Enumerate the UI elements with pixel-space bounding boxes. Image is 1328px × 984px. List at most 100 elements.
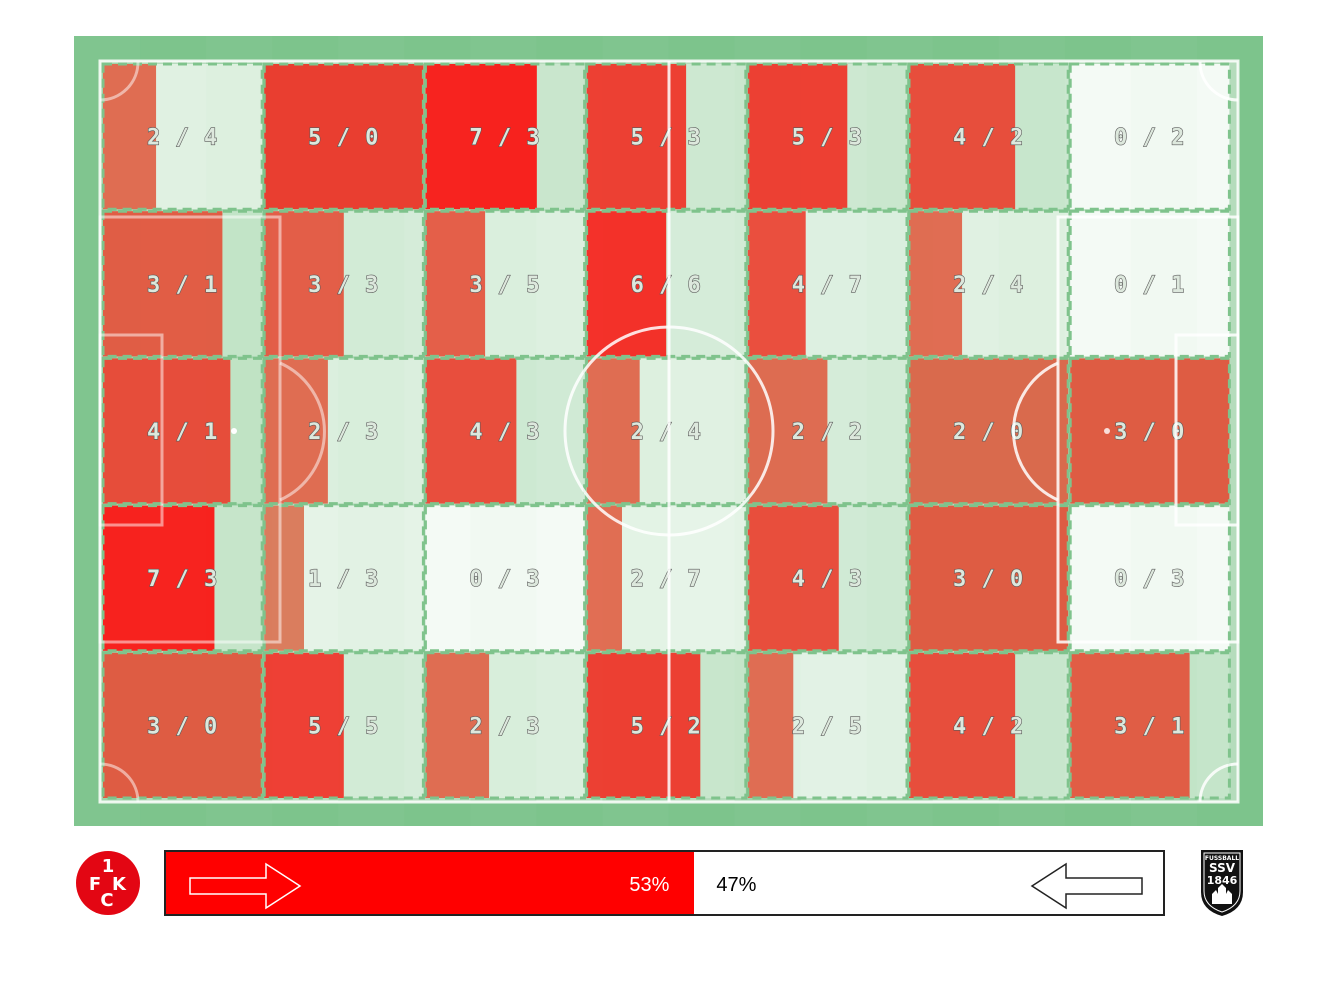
away-possession-label: 47%: [716, 874, 757, 896]
cell-border: [907, 504, 1070, 653]
corner-arc-top-left: [99, 61, 140, 102]
cell-label: 0 / 3: [469, 567, 540, 592]
cell-border: [262, 651, 425, 800]
cell-away-share: [1070, 211, 1230, 357]
cell-border: [101, 356, 264, 506]
cell-home-share: [909, 211, 963, 357]
svg-text:F: F: [89, 874, 101, 895]
cell-border: [101, 209, 264, 358]
cell-home-share: [425, 64, 537, 210]
cell-label: 2 / 4: [631, 420, 702, 445]
right-penalty-arc: [1012, 361, 1059, 502]
cell-label: 3 / 3: [308, 273, 379, 298]
right-penalty-spot: [1104, 428, 1110, 434]
cell-label: 4 / 1: [147, 420, 218, 445]
cell-home-share: [586, 652, 701, 798]
cell-label: 6 / 6: [631, 273, 702, 298]
cell-border: [746, 356, 909, 506]
cell-home-share: [1070, 358, 1230, 504]
cell-border: [1068, 651, 1231, 800]
away-direction-arrow-icon: [1030, 862, 1143, 910]
cell-home-share: [747, 652, 794, 798]
cell-border: [262, 356, 425, 506]
cell-home-share: [425, 358, 517, 504]
cell-label: 5 / 0: [308, 126, 379, 151]
cell-border: [746, 504, 909, 653]
cell-home-share: [586, 358, 640, 504]
cell-border: [423, 651, 587, 800]
left-penalty-arc: [279, 361, 326, 502]
cell-border: [423, 62, 587, 211]
cell-home-share: [586, 211, 667, 357]
cell-border: [101, 62, 264, 211]
possession-bar: 53% 47%: [164, 850, 1165, 916]
left-goal-box: [98, 333, 164, 527]
cell-home-share: [909, 505, 1069, 651]
cell-label: 4 / 2: [953, 126, 1024, 151]
cell-label: 2 / 3: [469, 714, 540, 739]
cell-home-share: [747, 211, 806, 357]
cell-border: [1068, 356, 1231, 506]
cell-home-share: [909, 64, 1016, 210]
cell-home-share: [909, 652, 1016, 798]
cell-label: 0 / 3: [1114, 567, 1185, 592]
cell-away-share: [425, 505, 585, 651]
away-logo-bottom-text: 1846: [1207, 874, 1238, 887]
cell-border: [585, 356, 748, 506]
cell-label: 5 / 2: [631, 714, 702, 739]
cell-border: [101, 651, 264, 800]
svg-text:1: 1: [102, 856, 115, 877]
cell-home-share: [264, 505, 304, 651]
cell-label: 3 / 0: [147, 714, 218, 739]
center-circle: [563, 325, 775, 537]
cell-label: 3 / 5: [469, 273, 540, 298]
away-logo-mid-text: SSV: [1209, 861, 1236, 875]
cell-home-share: [425, 211, 486, 357]
cell-away-share: [1070, 505, 1230, 651]
left-penalty-spot: [231, 428, 237, 434]
cell-home-share: [264, 64, 424, 210]
cell-home-share: [103, 211, 223, 357]
cell-home-share: [264, 652, 344, 798]
cell-border: [585, 209, 748, 358]
cell-border: [262, 504, 425, 653]
cell-label: 5 / 5: [308, 714, 379, 739]
cell-border: [907, 62, 1070, 211]
cell-border: [262, 209, 425, 358]
away-logo-top-text: FUSSBALL: [1205, 855, 1239, 862]
cell-away-share: [1070, 64, 1230, 210]
cell-border: [746, 62, 909, 211]
cell-label: 3 / 0: [1114, 420, 1185, 445]
cell-label: 4 / 3: [792, 567, 863, 592]
cell-border: [585, 504, 748, 653]
cell-border: [101, 504, 264, 653]
cell-home-share: [103, 358, 231, 504]
cell-label: 3 / 1: [1114, 714, 1185, 739]
cell-border: [907, 209, 1070, 358]
cell-border: [585, 62, 748, 211]
cell-label: 0 / 2: [1114, 126, 1185, 151]
cell-label: 2 / 2: [792, 420, 863, 445]
cell-label: 2 / 5: [792, 714, 863, 739]
cell-border: [1068, 209, 1231, 358]
away-team-logo: FUSSBALL SSV 1846: [1198, 848, 1246, 918]
cell-home-share: [1070, 652, 1190, 798]
cell-home-share: [103, 505, 215, 651]
cell-label: 2 / 0: [953, 420, 1024, 445]
pitch-heatmap: 2 / 4 5 / 0 7 / 3 5 / 3 5 / 3 4 / 2 0 / 2 3 / 1…: [74, 36, 1263, 826]
cell-label: 0 / 1: [1114, 273, 1185, 298]
cell-label: 3 / 1: [147, 273, 218, 298]
cell-label: 2 / 7: [631, 567, 702, 592]
cell-label: 2 / 4: [147, 126, 218, 151]
cell-home-share: [909, 358, 1069, 504]
corner-arc-bottom-left: [99, 762, 140, 803]
cell-border: [1068, 62, 1231, 211]
cell-home-share: [264, 211, 344, 357]
cell-home-share: [747, 64, 848, 210]
cell-border: [423, 356, 587, 506]
svg-text:K: K: [112, 874, 127, 895]
corner-arc-top-right: [1198, 61, 1239, 102]
cell-home-share: [586, 505, 622, 651]
cell-label: 2 / 3: [308, 420, 379, 445]
cell-label: 5 / 3: [631, 126, 702, 151]
